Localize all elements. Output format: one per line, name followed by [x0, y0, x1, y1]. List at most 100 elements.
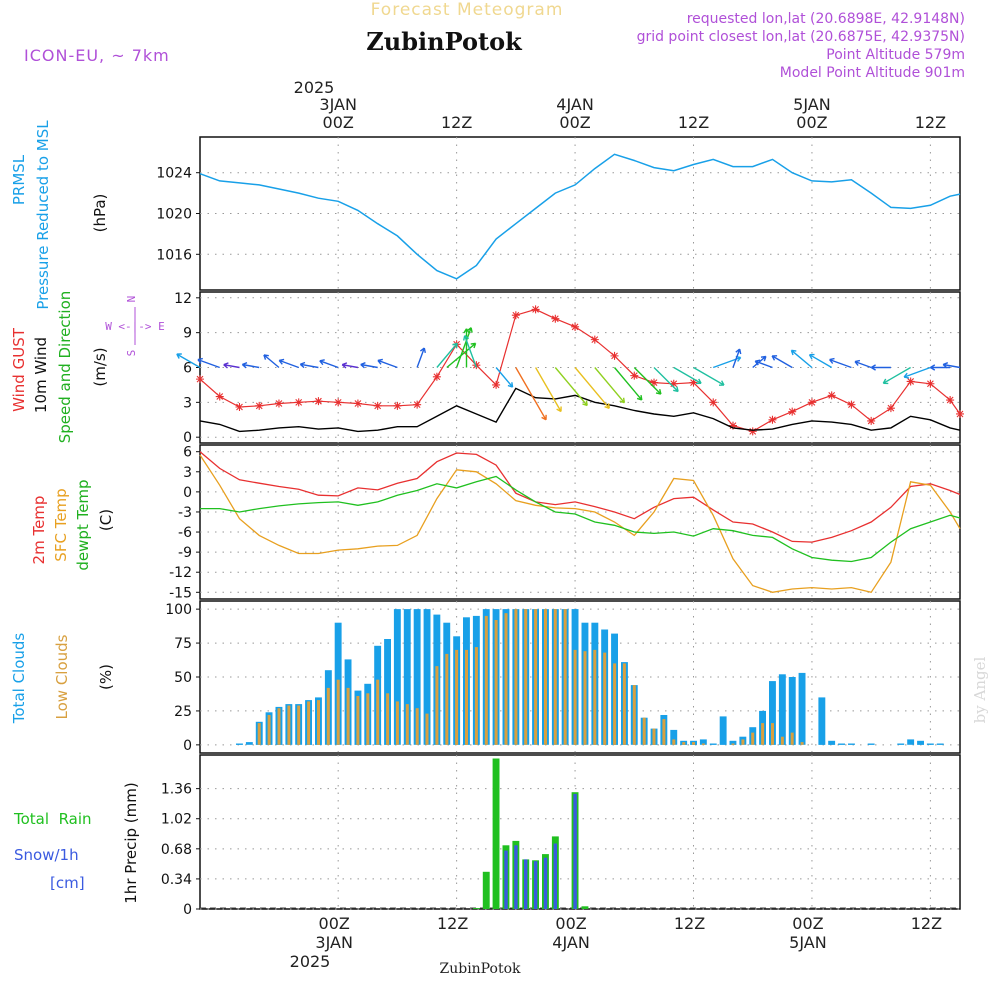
gust-marker — [946, 396, 955, 405]
gust-marker — [255, 401, 264, 410]
bottom-time-label: 00Z — [792, 914, 823, 933]
clouds-ytick-label: 75 — [174, 636, 192, 652]
gust-marker — [413, 400, 422, 409]
gust-marker — [630, 371, 639, 380]
wind-arrow — [854, 359, 872, 369]
gust-marker — [393, 401, 402, 410]
sfc-temp-line — [199, 454, 961, 594]
total-cloud-bar — [867, 743, 875, 745]
low-cloud-bar — [267, 715, 271, 745]
axes-layer: 1016 1020 1024 0 3 6 9 12 6 3 0 -3 -6 -9 -12 -15 0 25 50 75… — [156, 95, 961, 952]
gust-marker — [511, 311, 520, 320]
low-cloud-bar — [632, 685, 636, 745]
low-cloud-bar — [405, 704, 409, 745]
top-time-label: 00Z — [796, 113, 827, 132]
low-cloud-bar — [356, 696, 360, 745]
wind-arrow — [693, 366, 725, 386]
low-cloud-bar — [544, 609, 547, 745]
top-time-label: 00Z — [559, 113, 590, 132]
total-clouds-label: Total Clouds — [10, 633, 28, 725]
snow-bar — [504, 850, 508, 909]
product-title: Forecast Meteogram — [371, 0, 564, 20]
top-time-label: 12Z — [678, 113, 709, 132]
pressure-reduced-label: Pressure Reduced to MSL — [34, 120, 52, 310]
gust-marker — [807, 398, 816, 407]
model-altitude: Model Point Altitude 901m — [780, 65, 965, 81]
pressure-ytick-label: 1016 — [156, 247, 192, 263]
wind-arrow — [416, 347, 426, 368]
wind-arrow — [377, 358, 398, 369]
total-cloud-bar — [236, 743, 243, 745]
gust-marker — [334, 398, 343, 407]
temp-unit-label: (C) — [97, 509, 115, 531]
wind-arrow — [515, 367, 547, 421]
low-cloud-bar — [622, 663, 626, 745]
gust-marker — [196, 375, 204, 384]
top-year: 2025 — [294, 78, 335, 97]
total-cloud-bar — [818, 697, 826, 745]
wind-arrow — [436, 342, 458, 368]
low-cloud-bar — [514, 609, 518, 745]
low-cloud-bar — [741, 739, 745, 745]
snow-bar — [514, 845, 518, 909]
dewpt-label: dewpt Temp — [74, 479, 92, 570]
temperature-ytick-label: -15 — [169, 585, 192, 601]
wind-arrow — [341, 362, 359, 369]
clouds-ytick-label: 100 — [165, 602, 192, 618]
gust-marker — [531, 305, 540, 314]
snow-cm-label: [cm] — [50, 874, 85, 892]
wind-arrow — [942, 362, 961, 369]
wind-arrow — [870, 364, 891, 371]
snow-bar — [543, 857, 548, 909]
compass-north: N — [125, 296, 138, 303]
total-cloud-bar — [729, 740, 737, 745]
low-cloud-bar — [593, 649, 597, 745]
rain-bar — [482, 871, 490, 909]
low-cloud-bar — [435, 666, 439, 745]
wind-arrow — [903, 366, 931, 379]
total-cloud-bar — [848, 743, 855, 745]
wind-arrow — [495, 367, 514, 388]
prmsl-label: PRMSL — [10, 154, 28, 205]
gust-marker — [886, 404, 895, 413]
t2m-label: 2m Temp — [30, 496, 48, 565]
low-cloud-bar — [494, 620, 498, 745]
total-cloud-bar — [897, 743, 905, 745]
low-cloud-bar — [297, 705, 301, 745]
bottom-time-label: 12Z — [437, 914, 468, 933]
wind-arrow — [594, 367, 626, 404]
total-cloud-bar — [798, 672, 806, 745]
gust-marker — [610, 351, 619, 360]
snow-bar — [524, 859, 528, 909]
wind-arrow — [754, 359, 773, 369]
low-cloud-bar — [445, 653, 449, 745]
gust-marker — [827, 391, 836, 400]
wind-10m-label: 10m Wind — [32, 337, 50, 413]
gust-line — [199, 308, 961, 433]
gust-marker — [867, 416, 876, 425]
low-cloud-bar — [563, 609, 567, 745]
t2m-line — [199, 451, 961, 543]
gust-marker — [492, 380, 501, 389]
wind-arrow — [263, 354, 280, 369]
wind-ytick-label: 0 — [183, 430, 192, 446]
gust-marker — [847, 400, 856, 409]
total-cloud-bar — [926, 743, 934, 745]
wind-arrow — [653, 367, 679, 393]
low-cloud-bar — [474, 647, 478, 745]
low-cloud-bar — [465, 649, 468, 745]
low-cloud-bar — [652, 728, 656, 745]
low-cloud-bar — [395, 701, 399, 745]
prmsl-line — [199, 153, 961, 280]
bottom-date-label: 3JAN — [315, 933, 353, 952]
clouds-ytick-label: 25 — [174, 704, 192, 720]
gust-marker — [748, 427, 757, 436]
wind-arrow — [299, 361, 319, 369]
rain-bar — [581, 906, 589, 909]
bottom-date-label: 5JAN — [789, 933, 827, 952]
top-date-label: 5JAN — [793, 95, 831, 114]
wind-arrow — [829, 357, 852, 369]
gust-marker — [215, 392, 224, 401]
wind-ytick-label: 12 — [174, 291, 192, 307]
gust-marker — [590, 335, 599, 344]
